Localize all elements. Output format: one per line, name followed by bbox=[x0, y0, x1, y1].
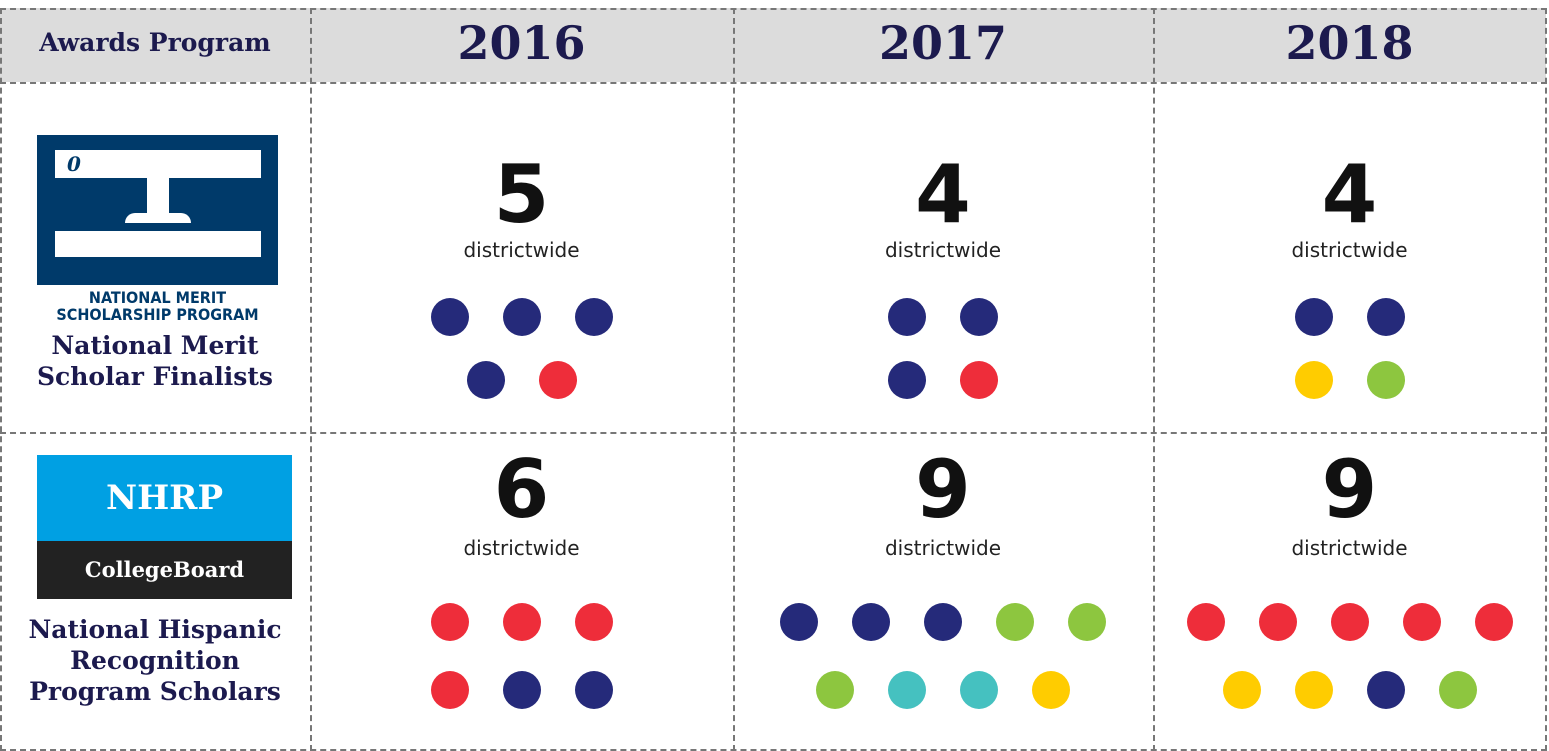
header-row bbox=[0, 8, 1546, 82]
dot bbox=[1438, 671, 1477, 709]
v-border bbox=[733, 8, 735, 751]
header-year: 2017 bbox=[878, 16, 1008, 70]
dot bbox=[1032, 671, 1070, 709]
note: districtwide bbox=[884, 238, 1002, 262]
dot bbox=[1222, 671, 1261, 709]
dot bbox=[1068, 603, 1106, 641]
note: districtwide bbox=[1291, 238, 1408, 262]
logo-line: NATIONAL MERIT bbox=[88, 288, 227, 307]
dot bbox=[502, 671, 541, 709]
note: districtwide bbox=[463, 536, 580, 560]
dot bbox=[888, 298, 926, 336]
dot bbox=[574, 671, 613, 709]
h-border bbox=[0, 432, 1547, 434]
dot bbox=[960, 298, 998, 336]
dot bbox=[1366, 671, 1405, 709]
dot bbox=[924, 603, 962, 641]
header-title: Awards Program bbox=[39, 28, 271, 57]
dot bbox=[888, 361, 926, 399]
dot bbox=[1366, 361, 1405, 399]
count: 6 bbox=[493, 443, 550, 536]
nhrp-logo: NHRP bbox=[37, 455, 292, 541]
v-border bbox=[310, 8, 312, 751]
h-border bbox=[0, 82, 1547, 84]
dot bbox=[574, 603, 613, 641]
count: 4 bbox=[1321, 148, 1378, 241]
dot bbox=[1294, 361, 1333, 399]
dot bbox=[430, 603, 469, 641]
program-name: National Merit Scholar Finalists bbox=[36, 331, 273, 391]
dot bbox=[502, 603, 541, 641]
note: districtwide bbox=[884, 536, 1002, 560]
collegeboard-logo: CollegeBoard bbox=[37, 541, 292, 599]
count: 4 bbox=[915, 148, 971, 241]
dot bbox=[538, 361, 577, 399]
nm-logo-text: NATIONAL MERIT SCHOLARSHIP PROGRAM bbox=[0, 289, 315, 323]
dot bbox=[996, 603, 1034, 641]
dot bbox=[888, 671, 926, 709]
dot bbox=[502, 298, 541, 336]
dot bbox=[1366, 298, 1405, 336]
dot bbox=[466, 361, 505, 399]
dot bbox=[780, 603, 818, 641]
v-border bbox=[0, 8, 2, 751]
dot bbox=[960, 361, 998, 399]
program-name: National Hispanic Recognition Program Sc… bbox=[28, 615, 282, 706]
header-year: 2016 bbox=[457, 16, 586, 70]
dot bbox=[1294, 298, 1333, 336]
dot bbox=[430, 298, 469, 336]
count: 5 bbox=[493, 148, 550, 241]
dot bbox=[1186, 603, 1225, 641]
dot bbox=[852, 603, 890, 641]
count: 9 bbox=[915, 443, 971, 536]
h-border bbox=[0, 8, 1547, 10]
nm-logo: 0 bbox=[37, 135, 278, 285]
dot bbox=[816, 671, 854, 709]
dot bbox=[960, 671, 998, 709]
v-border bbox=[1153, 8, 1155, 751]
dot bbox=[430, 671, 469, 709]
header-year: 2018 bbox=[1285, 16, 1414, 70]
dot bbox=[1294, 671, 1333, 709]
h-border bbox=[0, 749, 1547, 751]
dot bbox=[1330, 603, 1369, 641]
count: 9 bbox=[1321, 443, 1378, 536]
dot bbox=[1258, 603, 1297, 641]
note: districtwide bbox=[463, 238, 580, 262]
dot bbox=[574, 298, 613, 336]
dot bbox=[1402, 603, 1441, 641]
note: districtwide bbox=[1291, 536, 1408, 560]
logo-line: SCHOLARSHIP PROGRAM bbox=[56, 305, 259, 324]
v-border bbox=[1545, 8, 1547, 751]
dot bbox=[1474, 603, 1513, 641]
